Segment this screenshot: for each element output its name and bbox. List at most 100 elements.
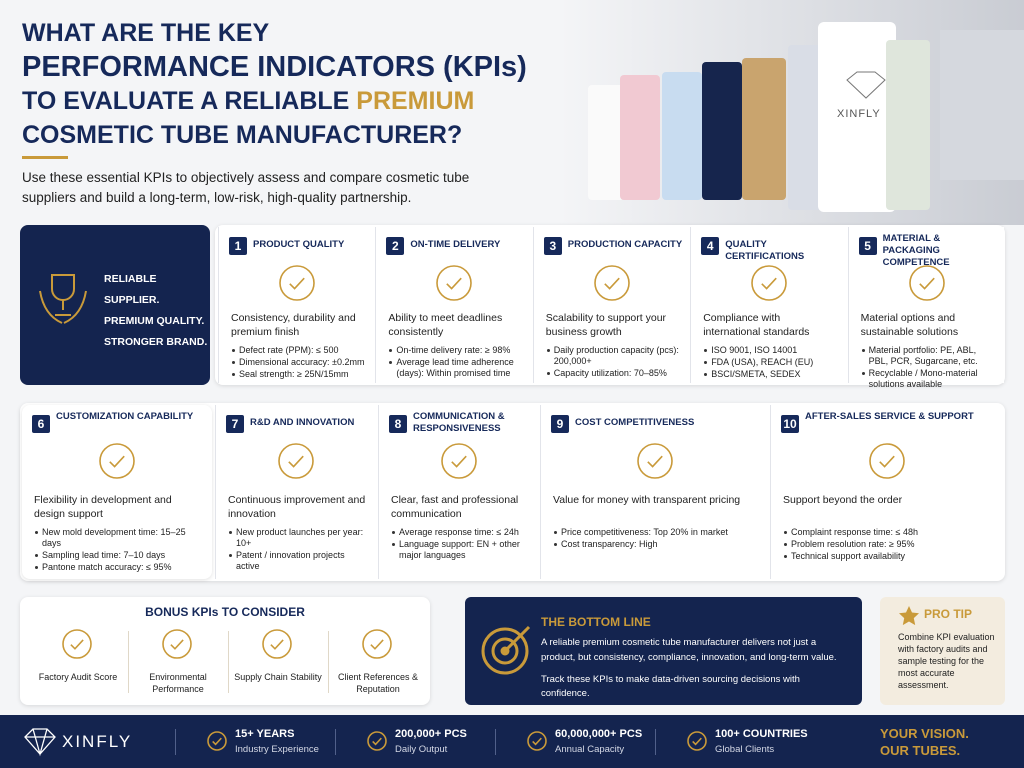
badge-line: PREMIUM QUALITY. [104,315,205,327]
stat-label: Annual Capacity [555,744,625,755]
icon [868,443,905,479]
kpi-bullet: Sampling lead time: 7–10 days [34,550,202,561]
badge-line: STRONGER BRAND. [104,336,208,348]
icon [62,629,92,659]
kpi-title: COST COMPETITIVENESS [575,417,695,428]
kpi-bullet: Average lead time adherence (days): With… [388,357,522,379]
stat-label: Daily Output [395,744,448,755]
icon [687,731,707,751]
kpi-bullet: ISO 9001, ISO 14001 [703,345,837,356]
stat-label: Global Clients [715,744,775,755]
kpi-card: 8 COMMUNICATION & RESPONSIVENESS Clear, fa… [378,405,537,579]
kpi-bullet: Price competitiveness: Top 20% in market [553,527,758,538]
icon [751,265,787,301]
kpi-bullet: Seal strength: ≥ 25N/15mm [231,369,365,380]
pro-tip-text: Combine KPI evaluation with factory audi… [898,632,995,690]
kpi-title: QUALITY CERTIFICATIONS [725,239,805,262]
kpi-description: Value for money with transparent pricing [553,494,741,506]
bonus-panel: BONUS KPIs TO CONSIDER Factory Audit Sco… [20,597,430,705]
bottom-line-text: A reliable premium cosmetic tube manufac… [541,637,837,663]
kpi-card: 2 ON-TIME DELIVERY Ability to meet deadlin… [375,227,532,383]
icon [99,443,135,479]
kpi-bullets: Complaint response time: ≤ 48h Problem re… [783,527,992,563]
icon [636,443,673,479]
footer-brand: XINFLY [62,732,133,751]
star-icon [899,606,919,625]
kpi-description: Material options and sustainable solutio… [860,312,959,338]
title-line: PERFORMANCE INDICATORS (KPIs) [22,51,527,83]
kpi-bullet: FDA (USA), REACH (EU) [703,357,837,368]
kpi-number: 3 [543,237,562,255]
slogan-line: YOUR VISION. [880,726,969,741]
kpi-description: Scalability to support your business gro… [545,312,667,338]
kpi-description: Continuous improvement and innovation [228,494,366,520]
badge-lines: RELIABLE SUPPLIER. PREMIUM QUALITY. STRONG… [104,269,210,353]
bonus-item: Supply Chain Stability [234,672,322,682]
stat-value: 15+ YEARS [235,728,295,740]
hero-image [560,0,1024,225]
footer: XINFLY 15+ YEARS Industry Experience 200,0… [0,715,1024,768]
intro: Use these essential KPIs to objectively … [22,170,470,205]
kpi-number: 2 [386,237,405,255]
target-icon [481,625,531,675]
kpi-bullet: Average response time: ≤ 24h [391,527,528,538]
logo-icon [24,728,56,757]
kpi-bullet: On-time delivery rate: ≥ 98% [388,345,522,356]
kpi-number: 10 [781,415,799,433]
kpi-bullet: New product launches per year: 10+ [228,527,366,549]
pro-tip: PRO TIP Combine KPI evaluation with fact… [880,597,1005,705]
title-text: TO EVALUATE A RELIABLE [22,87,350,115]
bonus-item: Client References & Reputation [337,672,419,694]
kpi-bullets: New mold development time: 15–25 days Sam… [34,527,202,574]
badge-line: RELIABLE SUPPLIER. [104,273,160,306]
stat-value: 60,000,000+ PCS [555,728,643,740]
icon [908,265,945,301]
divider [655,729,656,755]
title: WHAT ARE THE KEY PERFORMANCE INDICATORS … [22,16,527,152]
kpi-bullet: Pantone match accuracy: ≤ 95% [34,562,202,573]
icon [436,265,473,301]
kpi-bullets: New product launches per year: 10+ Patent… [228,527,366,573]
icon [207,731,227,751]
kpi-card: 9 COST COMPETITIVENESS Value for money wit… [540,405,767,579]
kpi-bullet: BSCI/SMETA, SEDEX [703,369,837,380]
kpi-bullet: Language support: EN + other major langu… [391,539,528,561]
kpi-title: MATERIAL & PACKAGING COMPETENCE [882,233,950,268]
kpi-bullets: On-time delivery rate: ≥ 98% Average lead… [388,345,522,380]
kpi-bullet: Problem resolution rate: ≥ 95% [783,539,992,550]
title-line: COSMETIC TUBE MANUFACTURER? [22,121,463,149]
title-line: WHAT ARE THE KEY [22,19,270,47]
kpi-card: 4 QUALITY CERTIFICATIONS Compliance with i… [690,227,847,383]
divider [328,631,329,693]
divider [128,631,129,693]
icon [278,443,314,479]
icon [362,629,392,659]
divider [228,631,229,693]
kpi-bullet: Cost transparency: High [553,539,758,550]
kpi-bullet: Material portfolio: PE, ABL, PBL, PCR, S… [861,345,995,367]
kpi-description: Compliance with international standards [703,312,810,338]
stat-label: Industry Experience [235,744,319,755]
bottom-line: THE BOTTOM LINE A reliable premium cosme… [465,597,862,705]
kpi-title: ON-TIME DELIVERY [410,239,501,250]
title-line: TO EVALUATE A RELIABLE PREMIUM [22,84,527,118]
kpi-bullets: Price competitiveness: Top 20% in market… [553,527,758,551]
kpi-bullet: Daily production capacity (pcs): 200,000… [546,345,680,367]
kpi-title: R&D AND INNOVATION [250,417,355,428]
kpi-number: 9 [551,415,569,433]
kpi-card: 6 CUSTOMIZATION CAPABILITY Flexibility in … [22,405,212,579]
kpi-bullet: Complaint response time: ≤ 48h [783,527,992,538]
icon [279,265,315,301]
kpi-bullet: New mold development time: 15–25 days [34,527,202,549]
title-highlight: PREMIUM [356,87,475,115]
kpi-bullets: Average response time: ≤ 24h Language sup… [391,527,528,562]
divider [22,156,68,159]
badge: RELIABLE SUPPLIER. PREMIUM QUALITY. STRONG… [20,225,210,385]
kpi-description: Clear, fast and professional communicati… [391,494,519,520]
icon [593,265,630,301]
kpi-bullet: Recyclable / Mono-material solutions ava… [861,368,995,390]
kpi-title: PRODUCTION CAPACITY [567,239,683,250]
slogan-line: OUR TUBES. [880,743,961,758]
icon [367,731,387,751]
